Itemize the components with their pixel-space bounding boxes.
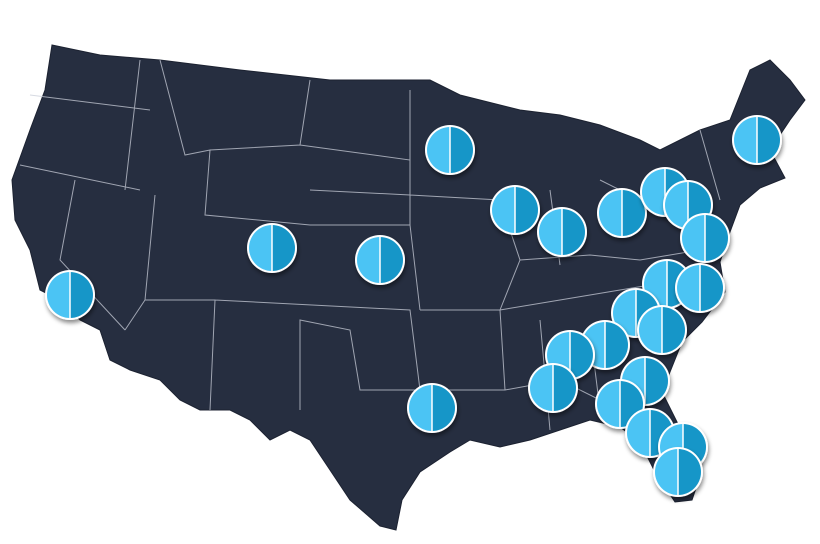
location-pin[interactable] <box>680 213 730 263</box>
pin-left-half <box>642 169 665 215</box>
pin-left-half <box>627 410 650 456</box>
location-pin[interactable] <box>407 383 457 433</box>
pin-right-half <box>272 225 295 271</box>
location-pin[interactable] <box>732 115 782 165</box>
pin-left-half <box>599 190 622 236</box>
pin-left-half <box>734 117 757 163</box>
location-pin[interactable] <box>355 235 405 285</box>
pin-right-half <box>605 322 628 368</box>
location-markers <box>45 115 782 497</box>
pin-left-half <box>655 449 678 495</box>
location-pin[interactable] <box>247 223 297 273</box>
location-pin[interactable] <box>653 447 703 497</box>
location-pin[interactable] <box>425 125 475 175</box>
location-pin[interactable] <box>637 305 687 355</box>
pin-right-half <box>553 365 576 411</box>
location-pin[interactable] <box>45 270 95 320</box>
pin-right-half <box>562 209 585 255</box>
pin-left-half <box>357 237 380 283</box>
pin-right-half <box>515 187 538 233</box>
pin-right-half <box>432 385 455 431</box>
location-pin[interactable] <box>675 263 725 313</box>
pin-left-half <box>597 381 620 427</box>
location-pin[interactable] <box>597 188 647 238</box>
pin-left-half <box>249 225 272 271</box>
pin-right-half <box>757 117 780 163</box>
pin-right-half <box>70 272 93 318</box>
pin-left-half <box>639 307 662 353</box>
pin-left-half <box>409 385 432 431</box>
pin-right-half <box>705 215 728 261</box>
location-pin[interactable] <box>490 185 540 235</box>
pin-left-half <box>682 215 705 261</box>
pin-left-half <box>665 182 688 228</box>
pin-left-half <box>539 209 562 255</box>
pin-right-half <box>678 449 701 495</box>
pin-left-half <box>492 187 515 233</box>
pin-left-half <box>427 127 450 173</box>
pin-right-half <box>645 358 668 404</box>
pin-right-half <box>450 127 473 173</box>
pin-right-half <box>570 332 593 378</box>
pin-right-half <box>700 265 723 311</box>
location-pin[interactable] <box>528 363 578 413</box>
pin-left-half <box>677 265 700 311</box>
pin-right-half <box>662 307 685 353</box>
pin-right-half <box>622 190 645 236</box>
location-pin[interactable] <box>537 207 587 257</box>
pin-left-half <box>47 272 70 318</box>
pin-right-half <box>380 237 403 283</box>
pin-left-half <box>530 365 553 411</box>
